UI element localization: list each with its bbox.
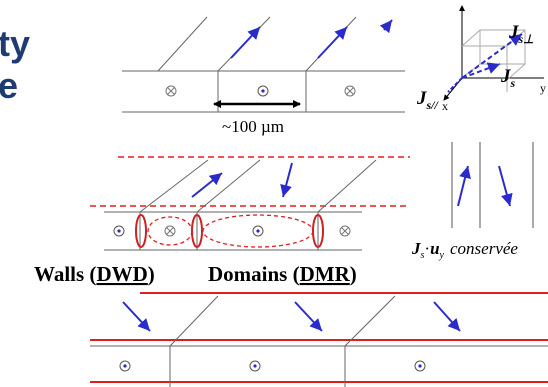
magnetization-arrow [317,26,348,59]
bottom-domain-panel [90,292,548,387]
conservation-panel: Js·uy conservée [411,142,534,261]
x-axis-label: x [442,99,448,113]
j-s-label: Js [500,66,516,90]
magnetization-arrow [294,301,323,332]
x-axis [443,77,463,101]
title-fragment: ty e [0,23,30,106]
magnetization-arrow [379,19,393,34]
conservation-label: Js·uy conservée [411,239,518,261]
dot-symbol [257,85,269,97]
domain-region [202,214,314,248]
top-domain-panel: ~100 µm [122,16,405,136]
magnetization-arrow [230,26,261,59]
spin-current-axes: x y Js// Js Js⊥ [416,5,546,113]
domain-region [147,216,193,246]
j-perp-label: Js⊥ [508,22,534,46]
j-s-vector [461,62,501,79]
title-line-2: e [0,65,18,106]
cross-symbol [339,225,351,237]
dot-symbol [119,360,131,372]
scale-label: ~100 µm [222,117,284,136]
dot-symbol [113,225,125,237]
j-par-label: Js// [416,88,440,112]
cross-symbol [164,225,176,237]
j-par-vector [447,77,463,93]
magnetization-arrow [191,172,223,198]
title-line-1: ty [0,23,30,64]
y-axis-label: y [540,81,546,95]
domains-label: Domains (DMR) [208,262,357,286]
dot-symbol [414,360,426,372]
dot-symbol [252,225,264,237]
walls-label: Walls (DWD) [34,262,155,286]
cross-symbol [344,85,356,97]
magnetization-arrow [498,165,513,207]
domain-wall [135,214,147,248]
cross-symbol [165,85,177,97]
magnetization-arrow [433,301,461,332]
middle-wall-panel: Walls (DWD) Domains (DMR) [34,156,410,286]
magnetization-arrow [280,162,293,198]
magnetization-arrow [122,301,151,332]
magnetization-arrow [457,165,471,207]
dot-symbol [249,360,261,372]
j-perp-vector [461,33,523,79]
